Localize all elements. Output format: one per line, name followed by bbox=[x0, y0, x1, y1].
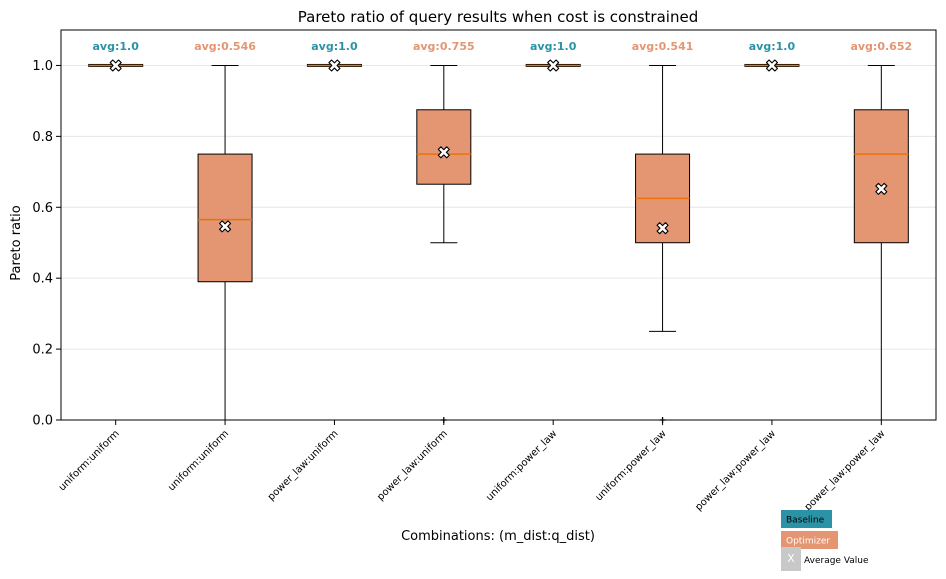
mean-marker bbox=[765, 59, 778, 72]
legend-mean-swatch bbox=[781, 547, 801, 571]
x-tick-label: uniform:power_law bbox=[484, 428, 559, 503]
legend-baseline-swatch bbox=[781, 510, 832, 528]
avg-label: avg:1.0 bbox=[93, 40, 140, 53]
legend-baseline-label: Baseline bbox=[786, 516, 825, 526]
legend-mean-label: Average Value bbox=[804, 556, 869, 566]
x-tick-label: uniform:power_law bbox=[594, 428, 669, 503]
box-baseline: avg:1.0 bbox=[744, 40, 800, 72]
box-body bbox=[416, 109, 472, 185]
legend-optimizer-label: Optimizer bbox=[786, 537, 830, 547]
box-optimizer: avg:0.652 bbox=[850, 40, 912, 421]
y-tick-label: 0.2 bbox=[32, 343, 53, 358]
avg-label: avg:1.0 bbox=[749, 40, 796, 53]
avg-label: avg:0.652 bbox=[850, 40, 912, 53]
y-tick-label: 0.0 bbox=[32, 414, 53, 429]
x-tick-label: power_law:power_law bbox=[693, 428, 778, 513]
y-tick-label: 0.8 bbox=[32, 130, 53, 145]
mean-marker bbox=[437, 146, 450, 159]
box-baseline: avg:1.0 bbox=[525, 40, 581, 72]
x-tick-label: power_law:uniform bbox=[375, 428, 450, 503]
mean-marker bbox=[328, 59, 341, 72]
x-tick-label: power_law:power_law bbox=[803, 428, 888, 513]
grid-layer bbox=[61, 64, 936, 421]
mean-marker bbox=[875, 182, 888, 195]
box-optimizer: avg:0.541 bbox=[632, 40, 694, 423]
chart-title: Pareto ratio of query results when cost … bbox=[298, 8, 698, 26]
box-baseline: avg:1.0 bbox=[306, 40, 362, 72]
y-tick-label: 0.6 bbox=[32, 201, 53, 216]
legend-mean-symbol: X bbox=[787, 552, 795, 565]
mean-marker bbox=[109, 59, 122, 72]
y-axis-label: Pareto ratio bbox=[9, 205, 24, 280]
box-body bbox=[853, 109, 909, 244]
avg-label: avg:0.755 bbox=[413, 40, 475, 53]
avg-label: avg:1.0 bbox=[530, 40, 577, 53]
box-baseline: avg:1.0 bbox=[88, 40, 144, 72]
legend: Baseline Optimizer X Average Value bbox=[781, 510, 869, 571]
mean-marker bbox=[219, 220, 232, 233]
plot-frame bbox=[60, 29, 937, 421]
legend-optimizer-swatch bbox=[781, 531, 838, 549]
box-optimizer: avg:0.546 bbox=[194, 40, 256, 421]
box-layer: avg:1.0 avg:0.546 avg:1.0 avg:0.755 avg:1.0 a… bbox=[88, 40, 912, 423]
mean-marker bbox=[656, 222, 669, 235]
x-axis-label: Combinations: (m_dist:q_dist) bbox=[401, 529, 595, 544]
x-tick-label: uniform:uniform bbox=[57, 428, 122, 493]
y-tick-label: 0.4 bbox=[32, 272, 53, 287]
x-tick-label: uniform:uniform bbox=[166, 428, 231, 493]
box-optimizer: avg:0.755 bbox=[413, 40, 475, 423]
avg-label: avg:0.546 bbox=[194, 40, 256, 53]
avg-label: avg:1.0 bbox=[311, 40, 358, 53]
avg-label: avg:0.541 bbox=[632, 40, 694, 53]
x-tick-label: power_law:uniform bbox=[266, 428, 341, 503]
mean-marker bbox=[547, 59, 560, 72]
box-body bbox=[197, 153, 253, 283]
y-tick-label: 1.0 bbox=[32, 59, 53, 74]
